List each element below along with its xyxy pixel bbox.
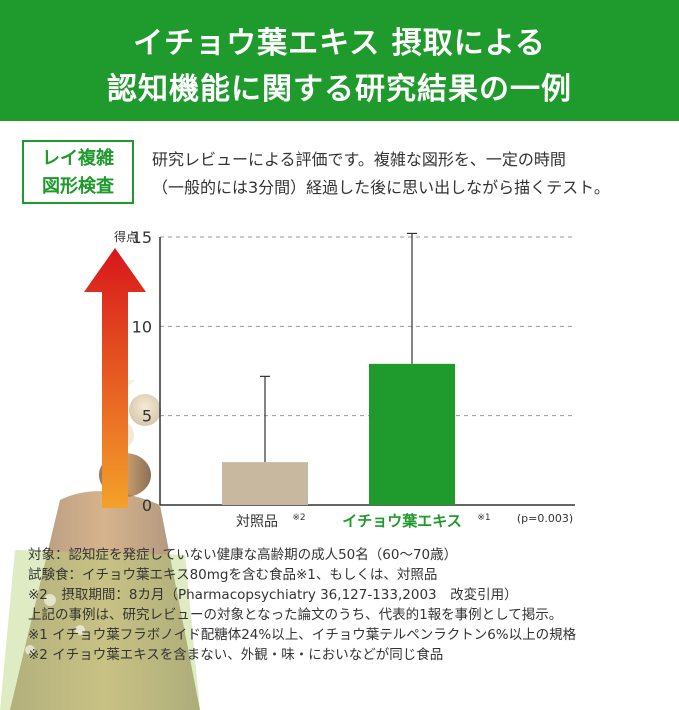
p-value-label: (p=0.003) bbox=[517, 512, 573, 525]
test-name-line1: レイ複雑 bbox=[42, 148, 114, 169]
header-title-line2: 認知機能に関する研究結果の一例 bbox=[107, 72, 572, 107]
test-description: 研究レビューによる評価です。複雑な図形を、一定の時間 （一般的には3分間）経過し… bbox=[152, 146, 610, 202]
note-subjects: 対象：認知症を発症していない健康な高齢期の成人50名（60〜70歳） bbox=[28, 547, 458, 563]
note-disclaimer: 上記の事例は、研究レビューの対象となった論文のうち、代表的1報を事例として掲示。 bbox=[28, 607, 563, 623]
header-banner: イチョウ葉エキス 摂取による 認知機能に関する研究結果の一例 bbox=[0, 0, 679, 121]
y-tick-label-10: 10 bbox=[132, 317, 152, 336]
x-category-label-1: イチョウ葉エキス bbox=[342, 512, 462, 530]
plot-area: 0 5 10 15 対照品 ※2 イチョウ葉エキス ※1 bbox=[132, 228, 575, 530]
y-axis-label: 得点 bbox=[114, 229, 138, 244]
note-footnote-1: ※1 イチョウ葉フラボノイド配糖体24%以上、イチョウ葉テルペンラクトン6%以上… bbox=[28, 627, 577, 643]
chart: 0 5 10 15 対照品 ※2 イチョウ葉エキス ※1 得点 (p=0.003) bbox=[84, 228, 575, 530]
x-category-note-0: ※2 bbox=[292, 513, 305, 523]
x-category-note-1: ※1 bbox=[477, 513, 490, 523]
x-category-label-0: 対照品 bbox=[236, 514, 278, 530]
test-description-line1: 研究レビューによる評価です。複雑な図形を、一定の時間 bbox=[152, 150, 566, 169]
bar-1 bbox=[369, 363, 455, 505]
test-name-line2: 図形検査 bbox=[42, 176, 114, 197]
test-name-box: レイ複雑 図形検査 bbox=[22, 140, 134, 204]
header-title-line1: イチョウ葉エキス 摂取による bbox=[133, 26, 546, 61]
y-tick-label-0: 0 bbox=[142, 496, 152, 515]
test-description-line2: （一般的には3分間）経過した後に思い出しながら描くテスト。 bbox=[152, 178, 610, 197]
bar-0 bbox=[222, 462, 308, 505]
y-tick-label-15: 15 bbox=[132, 228, 152, 247]
study-notes: 対象：認知症を発症していない健康な高齢期の成人50名（60〜70歳） 試験食：イ… bbox=[28, 545, 576, 665]
supplement-bottle-illustration bbox=[0, 380, 200, 710]
note-footnote-2: ※2 イチョウ葉エキスを含まない、外観・味・においなどが同じ食品 bbox=[28, 647, 444, 663]
note-period: ※2 摂取期間：8カ月（Pharmacopsychiatry 36,127-13… bbox=[28, 587, 518, 603]
score-up-arrow bbox=[84, 248, 146, 508]
note-test-food: 試験食：イチョウ葉エキス80mgを含む食品※1、もしくは、対照品 bbox=[28, 567, 438, 583]
y-tick-label-5: 5 bbox=[142, 407, 152, 426]
